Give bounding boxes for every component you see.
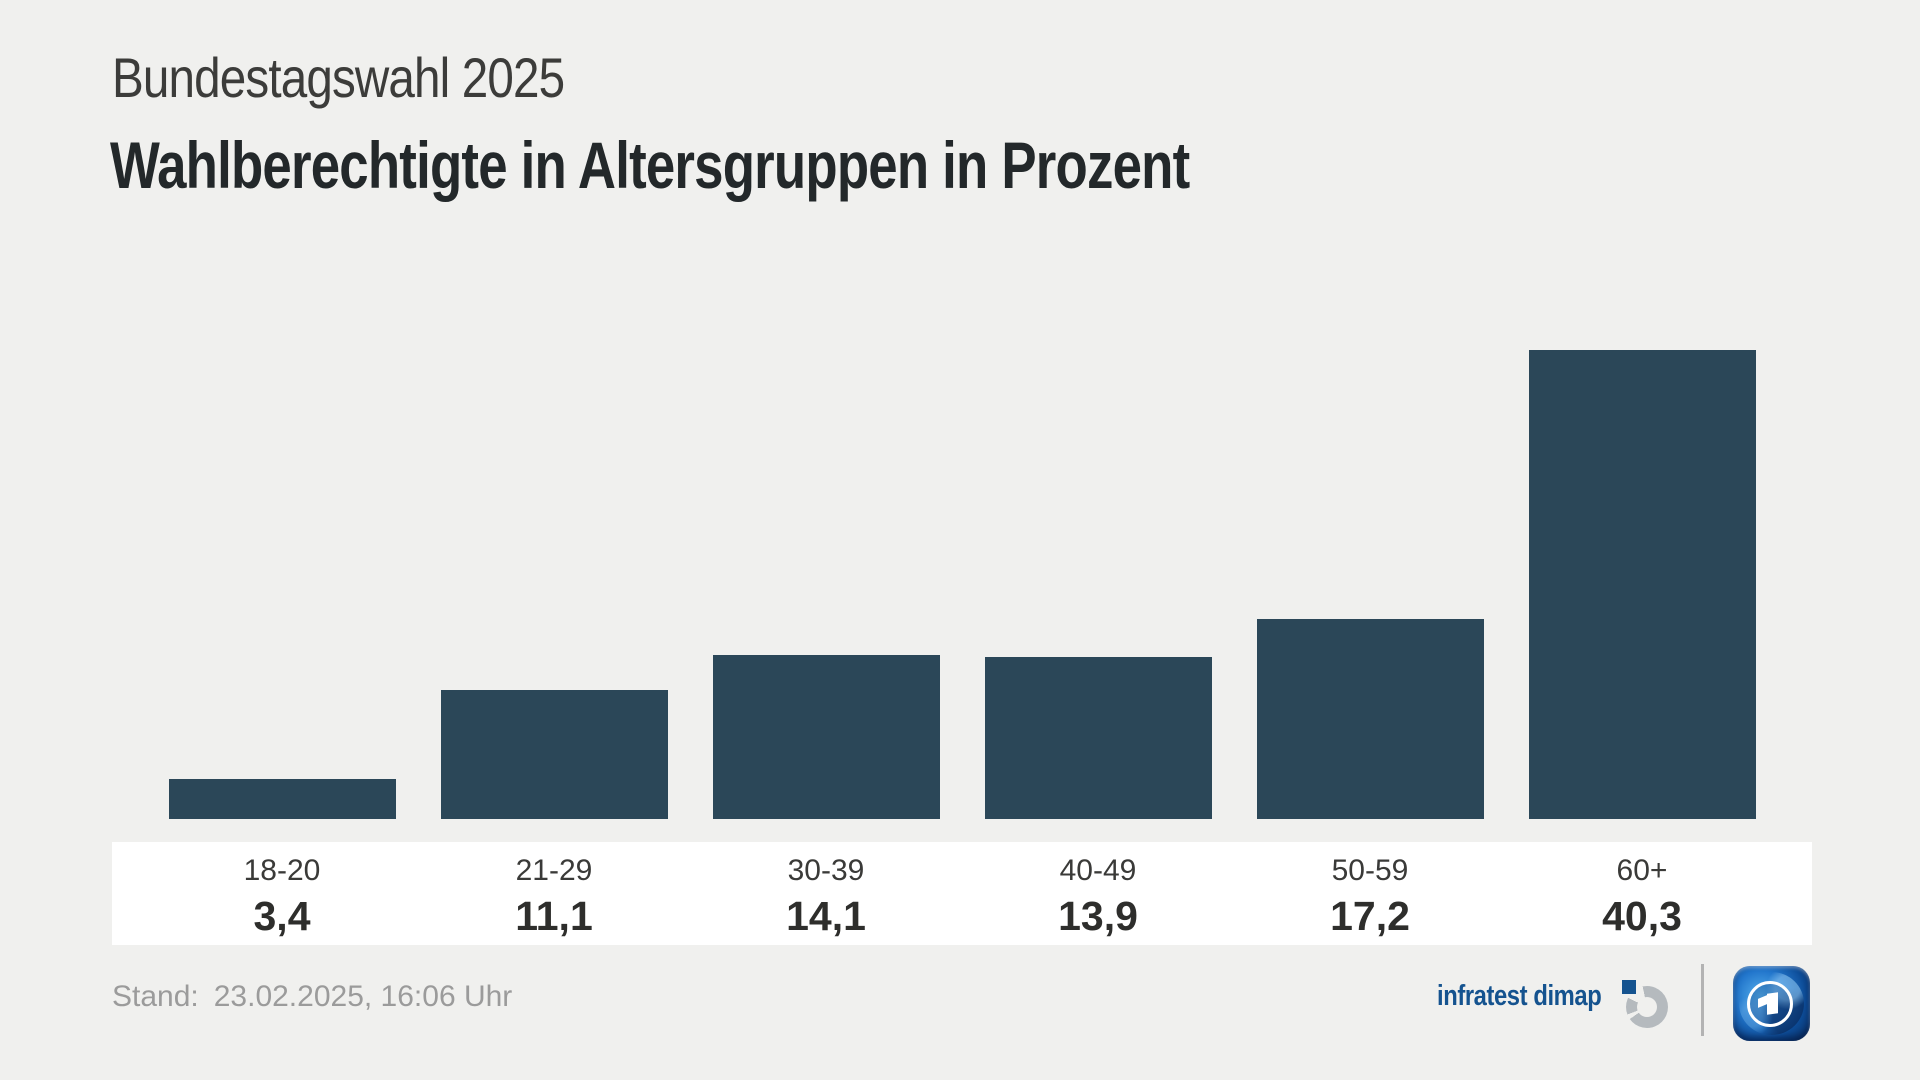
bar-chart — [112, 350, 1812, 819]
bar-column — [690, 350, 962, 819]
timestamp-value: 23.02.2025, 16:06 Uhr — [213, 980, 513, 1013]
infratest-dimap-wordmark: infratest dimap — [1437, 980, 1602, 1012]
footer-divider — [1701, 964, 1704, 1036]
category-label: 21-29 — [515, 854, 593, 887]
label-column: 40-49 13,9 — [962, 842, 1234, 945]
value-label: 13,9 — [1058, 893, 1138, 939]
label-column: 50-59 17,2 — [1234, 842, 1506, 945]
bar — [1256, 618, 1484, 819]
label-column: 21-29 11,1 — [418, 842, 690, 945]
value-label: 11,1 — [515, 893, 593, 939]
value-label: 40,3 — [1602, 893, 1682, 939]
bar — [1528, 350, 1756, 819]
category-label: 18-20 — [243, 854, 321, 887]
label-column: 60+ 40,3 — [1506, 842, 1778, 945]
bar — [712, 654, 940, 819]
chart-subtitle: Bundestagswahl 2025 — [112, 46, 565, 109]
bar-column — [146, 350, 418, 819]
category-label: 40-49 — [1059, 854, 1137, 887]
timestamp-label: Stand: — [112, 980, 199, 1013]
bar — [168, 779, 396, 819]
label-column: 18-20 3,4 — [146, 842, 418, 945]
value-label: 14,1 — [786, 893, 866, 939]
infratest-square-icon — [1622, 980, 1636, 994]
bar-column — [1506, 350, 1778, 819]
bar-column — [962, 350, 1234, 819]
category-label: 30-39 — [787, 854, 865, 887]
bar — [440, 689, 668, 819]
chart-title: Wahlberechtigte in Altersgruppen in Proz… — [110, 128, 1190, 202]
bar-column — [1234, 350, 1506, 819]
ard-one-circle-icon — [1747, 981, 1793, 1027]
value-label: 3,4 — [253, 893, 311, 939]
bar — [984, 657, 1212, 819]
category-value-band: 18-20 3,4 21-29 11,1 30-39 14,1 40-49 13,9 50-59… — [112, 842, 1812, 945]
tagesschau-globe-icon — [1733, 966, 1810, 1041]
ard-one-icon — [1767, 992, 1778, 1015]
infratest-ring-icon — [1626, 986, 1668, 1028]
value-label: 17,2 — [1330, 893, 1410, 939]
infratest-dimap-icon — [1622, 980, 1670, 1028]
ard-one-flag-icon — [1758, 995, 1767, 1008]
category-label: 50-59 — [1331, 854, 1409, 887]
bar-column — [418, 350, 690, 819]
label-column: 30-39 14,1 — [690, 842, 962, 945]
timestamp-text: Stand: 23.02.2025, 16:06 Uhr — [112, 982, 512, 1012]
category-label: 60+ — [1616, 854, 1668, 887]
